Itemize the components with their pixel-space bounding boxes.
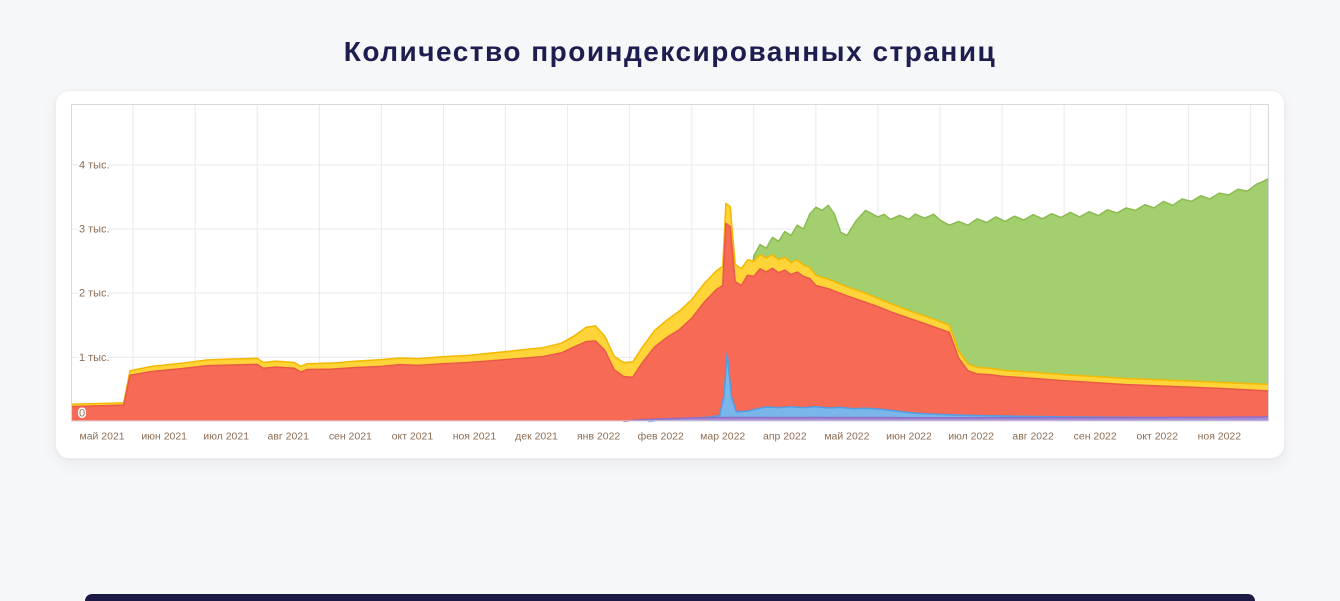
x-axis-label: сен 2021 [329, 431, 372, 442]
x-axis-label: июл 2021 [203, 431, 249, 442]
x-axis-label: окт 2022 [1137, 431, 1179, 442]
x-axis-label: май 2022 [824, 431, 869, 442]
x-axis-label: июл 2022 [948, 431, 994, 442]
page-title: Количество проиндексированных страниц [343, 36, 997, 67]
y-axis-label: 2 тыс. [79, 288, 110, 300]
x-axis-label: окт 2021 [392, 431, 434, 442]
y-axis-label: 1 тыс. [79, 352, 110, 364]
x-axis-label: фев 2022 [638, 430, 684, 442]
y-axis-label: 3 тыс. [79, 224, 110, 236]
x-axis-label: сен 2022 [1074, 431, 1117, 442]
x-axis-label: авг 2021 [268, 431, 310, 442]
indexed-pages-chart[interactable]: 0 1 тыс. 2 тыс. 3 тыс. 4 тыс. май 2021 июн 202… [71, 104, 1269, 453]
line-purple-area [623, 416, 1269, 423]
x-axis-label: авг 2022 [1012, 431, 1054, 442]
chart-card: 0 1 тыс. 2 тыс. 3 тыс. 4 тыс. май 2021 июн 202… [55, 90, 1285, 460]
x-axis-label: ноя 2022 [1198, 431, 1242, 442]
y-axis-label: 0 [79, 407, 85, 419]
line-yellow-area [71, 202, 1269, 405]
x-axis-label: янв 2022 [577, 431, 620, 442]
x-axis-label: июн 2022 [886, 431, 932, 442]
x-axis-label: ноя 2021 [453, 431, 497, 442]
x-axis-label: дек 2021 [515, 431, 558, 442]
x-axis-label: июн 2021 [141, 431, 187, 442]
x-axis-label: апр 2022 [763, 431, 807, 442]
line-green-area [746, 177, 1269, 319]
y-axis-label: 4 тыс. [79, 159, 110, 171]
chart-svg: 0 1 тыс. 2 тыс. 3 тыс. 4 тыс. май 2021 июн 202… [71, 104, 1269, 442]
x-axis-label: май 2021 [80, 431, 125, 442]
line-red-area [71, 222, 1269, 408]
x-axis-label: мар 2022 [700, 431, 745, 442]
plot-border [71, 104, 1269, 422]
next-section-edge [85, 594, 1255, 601]
